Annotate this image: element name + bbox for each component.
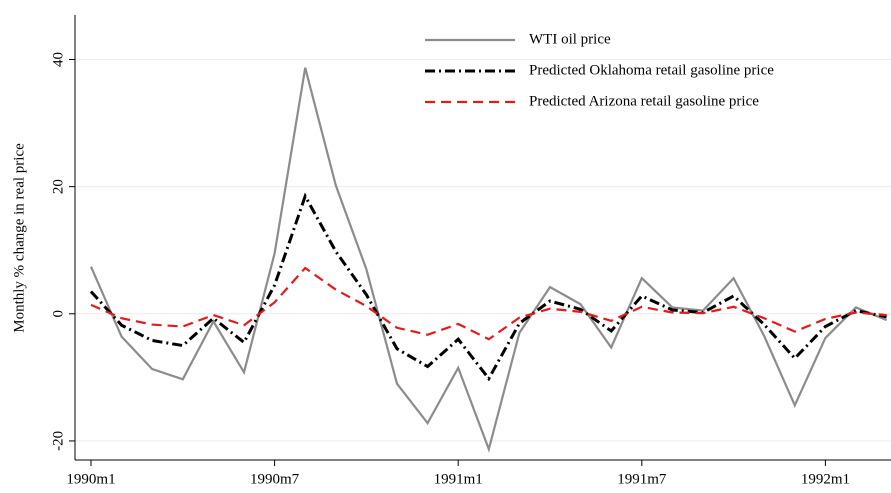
y-tick-label: -20 [50, 431, 66, 451]
y-axis-label: Monthly % change in real price [11, 143, 27, 333]
legend-label: Predicted Oklahoma retail gasoline price [529, 62, 774, 78]
legend-label: Predicted Arizona retail gasoline price [529, 93, 759, 109]
x-tick-label: 1990m7 [250, 471, 300, 487]
x-tick-label: 1991m7 [617, 471, 667, 487]
y-tick-label: 0 [50, 310, 66, 318]
x-tick-label: 1991m1 [434, 471, 483, 487]
x-tick-label: 1992m1 [801, 471, 850, 487]
series-line [89, 67, 888, 453]
legend-label: WTI oil price [529, 31, 611, 47]
series-line [89, 192, 887, 382]
x-tick-label: 1990m1 [66, 471, 115, 487]
y-tick-label: 40 [50, 52, 66, 67]
series-line [90, 266, 887, 341]
y-tick-label: 20 [50, 179, 66, 194]
